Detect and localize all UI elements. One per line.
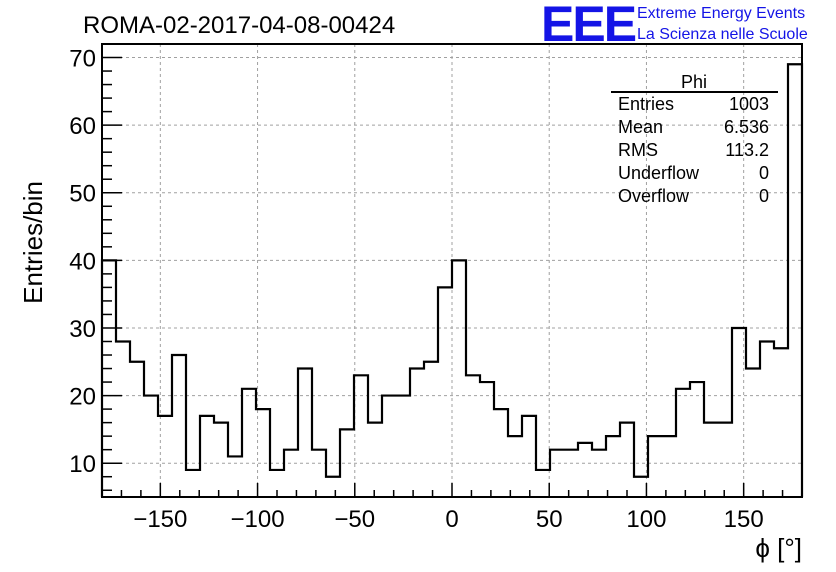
y-tick-label: 20 — [69, 384, 96, 411]
y-tick-label: 70 — [69, 46, 96, 73]
stats-rows: Entries 1003 Mean 6.536 RMS 113.2 Underflow 0 Ov… — [618, 94, 769, 206]
stats-label: Underflow — [618, 163, 700, 183]
eee-logo: EEE Extreme Energy Events La Scienza nel… — [541, 0, 808, 52]
stats-label: RMS — [618, 140, 658, 160]
x-tick-label: 0 — [445, 506, 458, 533]
stats-title: Phi — [681, 72, 707, 92]
histogram-outline — [100, 63, 804, 497]
stats-value: 1003 — [729, 94, 769, 114]
stats-label: Entries — [618, 94, 674, 114]
x-tick-label: 50 — [536, 506, 563, 533]
x-tick-label: 150 — [724, 506, 764, 533]
logo-line-1: Extreme Energy Events — [637, 5, 805, 22]
stats-label: Mean — [618, 117, 663, 137]
stats-value: 0 — [759, 186, 769, 206]
stats-box: Phi Entries 1003 Mean 6.536 RMS 113.2 Underflo… — [611, 72, 778, 206]
y-tick-label: 30 — [69, 316, 96, 343]
stats-value: 113.2 — [725, 140, 769, 160]
x-tick-label: −150 — [133, 506, 187, 533]
stats-value: 6.536 — [724, 117, 769, 137]
stats-value: 0 — [759, 163, 769, 183]
x-tick-label: 100 — [626, 506, 666, 533]
y-tick-label: 40 — [69, 248, 96, 275]
eee-logo-mark: EEE — [541, 0, 636, 52]
chart-title: ROMA-02-2017-04-08-00424 — [83, 12, 395, 39]
y-axis: 10 20 30 40 50 60 70 — [69, 43, 122, 491]
x-tick-label: −100 — [231, 506, 285, 533]
logo-line-2: La Scienza nelle Scuole — [637, 26, 808, 43]
y-tick-label: 60 — [69, 113, 96, 140]
stats-label: Overflow — [618, 186, 690, 206]
x-axis: −150 −100 −50 0 50 100 150 — [101, 483, 803, 533]
y-tick-label: 50 — [69, 181, 96, 208]
y-axis-label: Entries/bin — [18, 181, 48, 304]
x-axis-label: ϕ [°] — [755, 533, 802, 563]
y-tick-label: 10 — [69, 451, 96, 478]
grid — [102, 44, 802, 497]
x-tick-label: −50 — [334, 506, 375, 533]
